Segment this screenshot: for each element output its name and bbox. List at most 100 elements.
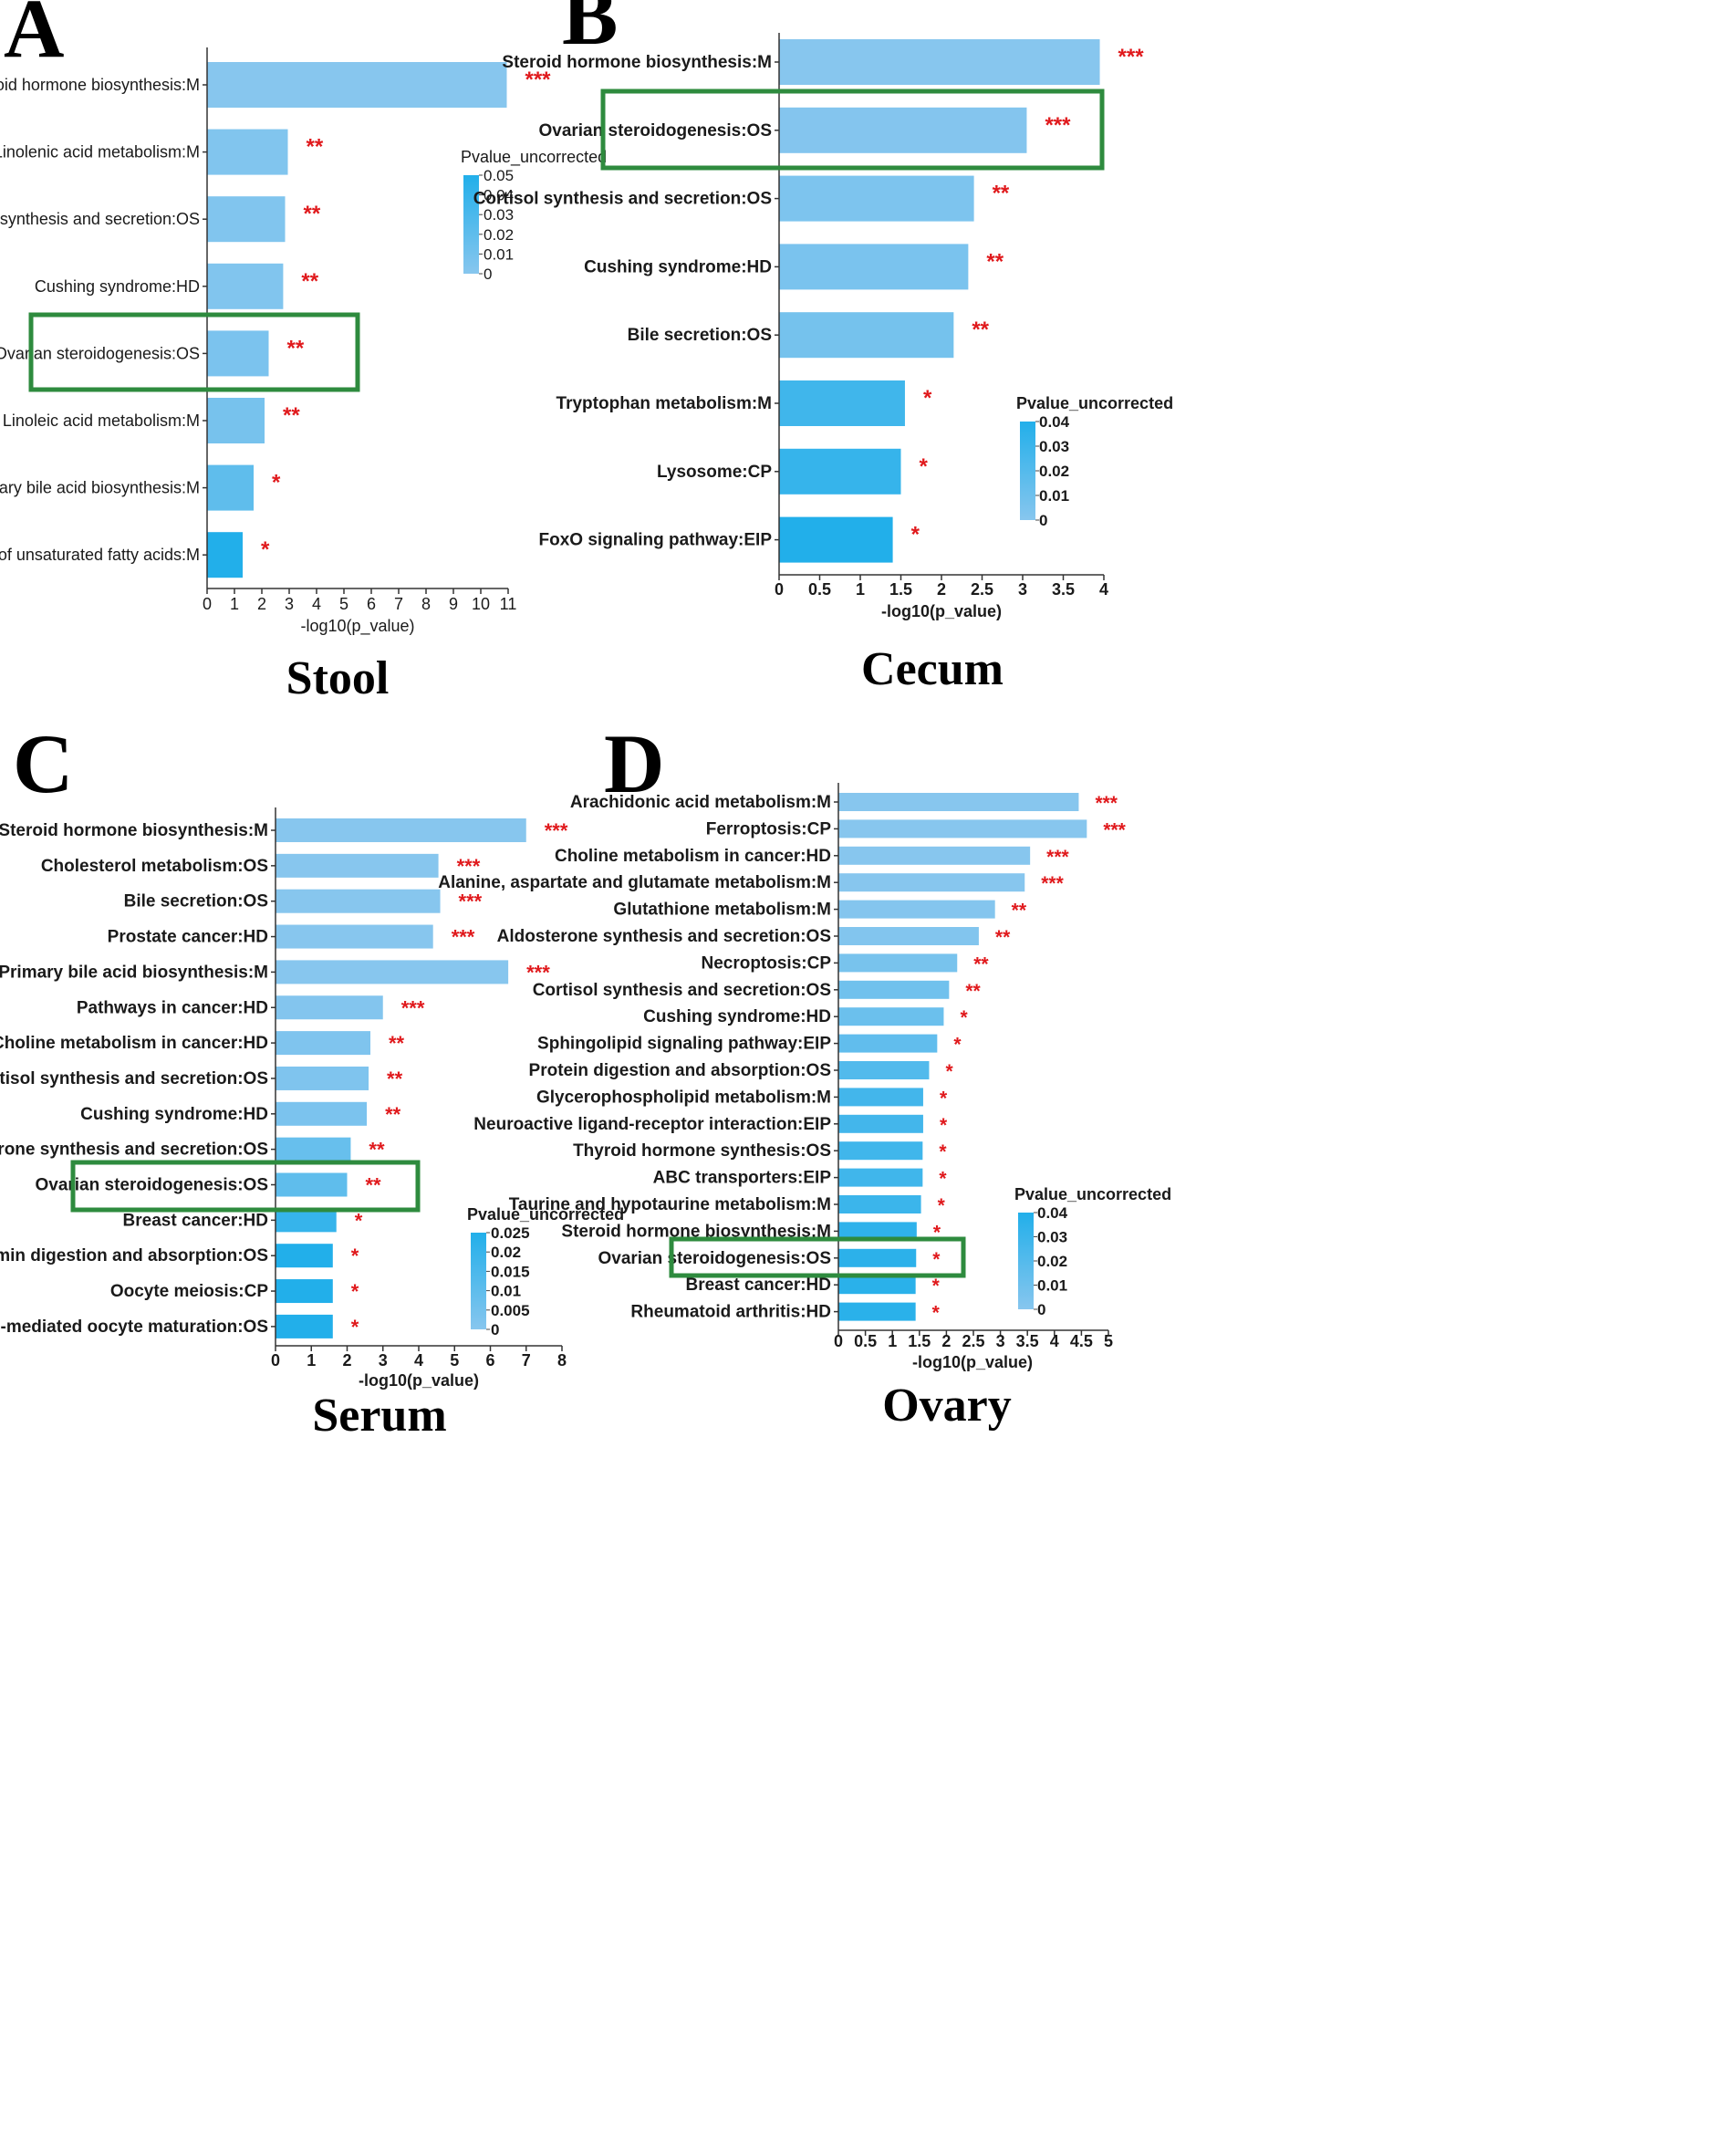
x-tick-label: 0.5 — [854, 1332, 877, 1350]
panel-title: Cecum — [861, 643, 1004, 695]
category-label: Arachidonic acid metabolism:M — [570, 793, 831, 812]
significance-label: * — [351, 1316, 359, 1338]
legend-colorbar — [471, 1233, 486, 1329]
x-axis-label: -log10(p_value) — [912, 1353, 1033, 1371]
category-label: alpha-Linolenic acid metabolism:M — [0, 143, 200, 161]
x-axis-label: -log10(p_value) — [881, 602, 1002, 620]
significance-label: ** — [369, 1139, 385, 1161]
panel-title: Ovary — [882, 1380, 1012, 1432]
legend-tick-label: 0 — [484, 266, 492, 283]
category-label: Pathways in cancer:HD — [77, 998, 268, 1017]
significance-label: ** — [1012, 901, 1027, 922]
legend-tick-label: 0.01 — [491, 1283, 521, 1300]
significance-label: * — [272, 471, 281, 495]
x-tick-label: 4 — [1099, 580, 1108, 599]
bar — [838, 1007, 944, 1026]
bar — [838, 1114, 923, 1133]
bar — [207, 62, 507, 108]
category-label: Cushing syndrome:HD — [35, 277, 200, 296]
category-label: Steroid hormone biosynthesis:M — [502, 53, 772, 72]
x-tick-label: 4 — [414, 1351, 423, 1370]
category-label: Breast cancer:HD — [123, 1211, 268, 1230]
bar — [276, 995, 383, 1020]
x-tick-label: 6 — [485, 1351, 494, 1370]
category-label: Glycerophospholipid metabolism:M — [536, 1088, 831, 1107]
significance-label: ** — [986, 249, 1004, 274]
category-label: Glutathione metabolism:M — [613, 901, 831, 920]
category-label: Ovarian steroidogenesis:OS — [0, 344, 200, 362]
category-label: Aldosterone synthesis and secretion:OS — [0, 1140, 268, 1160]
category-label: Taurine and hypotaurine metabolism:M — [509, 1195, 831, 1214]
significance-label: *** — [1118, 45, 1145, 69]
significance-label: * — [940, 1088, 948, 1109]
panel-letter: D — [604, 717, 664, 810]
x-tick-label: 3 — [285, 595, 294, 613]
significance-label: ** — [366, 1174, 382, 1197]
significance-label: *** — [457, 855, 481, 878]
category-label: Aldosterone synthesis and secretion:OS — [497, 927, 831, 946]
significance-label: * — [355, 1209, 363, 1232]
legend-tick-label: 0.005 — [491, 1302, 530, 1319]
category-label: Necroptosis:CP — [701, 953, 831, 973]
significance-label: *** — [1041, 873, 1064, 894]
bar — [779, 448, 901, 495]
category-label: Linoleic acid metabolism:M — [3, 411, 200, 430]
category-label: Alanine, aspartate and glutamate metabol… — [438, 873, 831, 892]
significance-label: * — [932, 1303, 941, 1324]
bar — [838, 1222, 917, 1241]
legend-tick-label: 0.02 — [1039, 463, 1069, 480]
bar — [276, 1244, 333, 1268]
panel-title: Stool — [286, 652, 390, 704]
highlight-box — [669, 1236, 966, 1278]
category-label: Ovarian steroidogenesis:OS — [598, 1249, 831, 1268]
legend-tick-label: 0.01 — [1037, 1277, 1067, 1295]
category-label: Choline metabolism in cancer:HD — [0, 1034, 268, 1053]
bar — [276, 1208, 337, 1233]
significance-label: * — [932, 1249, 941, 1270]
significance-label: * — [351, 1280, 359, 1303]
category-label: ABC transporters:EIP — [653, 1169, 832, 1188]
bar — [276, 1279, 333, 1304]
category-label: Biosynthesis of unsaturated fatty acids:… — [0, 546, 200, 564]
legend-tick-label: 0.02 — [491, 1244, 521, 1261]
category-label: Bile secretion:OS — [628, 326, 772, 345]
bar — [276, 853, 439, 878]
legend-tick-label: 0.02 — [1037, 1253, 1067, 1270]
legend-tick-label: 0.05 — [484, 167, 514, 184]
significance-label: * — [933, 1222, 941, 1243]
significance-label: * — [945, 1061, 953, 1082]
legend-tick-label: 0.02 — [484, 226, 514, 244]
bar — [779, 39, 1100, 85]
bar — [838, 846, 1031, 865]
panel-title: Serum — [312, 1390, 446, 1442]
bar — [276, 960, 509, 984]
bar — [276, 818, 526, 842]
bar — [838, 873, 1025, 892]
category-label: Primary bile acid biosynthesis:M — [0, 479, 200, 497]
category-label: FoxO signaling pathway:EIP — [539, 531, 773, 550]
significance-label: * — [261, 537, 270, 562]
x-tick-label: 3 — [996, 1332, 1005, 1350]
bar — [838, 1302, 916, 1321]
x-tick-label: 4.5 — [1070, 1332, 1093, 1350]
x-axis-label: -log10(p_value) — [300, 617, 414, 636]
significance-label: *** — [526, 961, 550, 984]
legend-title: Pvalue_uncorrected — [1014, 1185, 1171, 1203]
legend-tick-label: 0.025 — [491, 1224, 530, 1242]
category-label: Cortisol synthesis and secretion:OS — [0, 210, 200, 228]
bar — [276, 1137, 351, 1161]
x-tick-label: 5 — [450, 1351, 459, 1370]
x-tick-label: 0 — [271, 1351, 280, 1370]
x-tick-label: 7 — [522, 1351, 531, 1370]
x-tick-label: 0 — [775, 580, 784, 599]
bar — [207, 263, 284, 309]
bar — [838, 900, 995, 919]
x-tick-label: 1.5 — [908, 1332, 931, 1350]
category-label: Cortisol synthesis and secretion:OS — [533, 981, 831, 1000]
category-label: Oocyte meiosis:CP — [110, 1282, 268, 1301]
significance-label: ** — [283, 403, 300, 428]
legend-tick-label: 0.03 — [1039, 438, 1069, 455]
bar — [838, 927, 979, 945]
bar — [779, 244, 969, 290]
significance-label: *** — [401, 996, 425, 1019]
